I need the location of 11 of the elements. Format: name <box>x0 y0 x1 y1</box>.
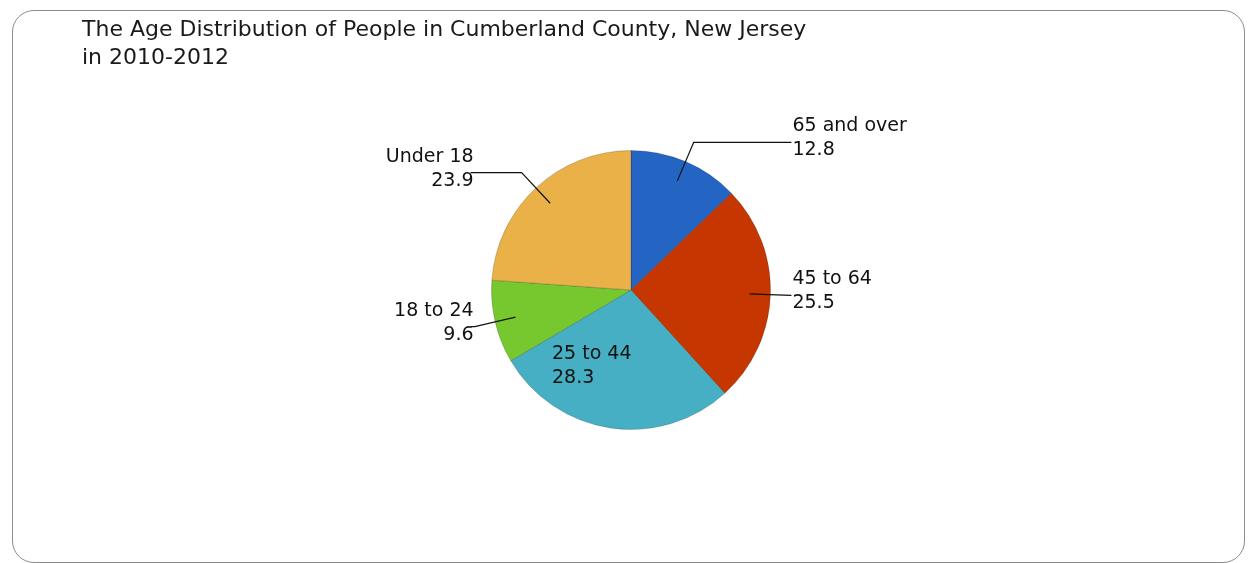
slice-label: 65 and over <box>792 113 907 136</box>
data-label: 12.8 <box>792 137 835 160</box>
slice-label: 25 to 44 <box>552 340 632 363</box>
data-label: 28.3 <box>552 364 595 387</box>
slice-label: 45 to 64 <box>792 266 872 289</box>
slice-label: Under 18 <box>385 143 474 166</box>
data-label: 9.6 <box>443 321 474 344</box>
data-label: 23.9 <box>431 167 474 190</box>
data-label: 25.5 <box>792 290 835 313</box>
slice-label: 18 to 24 <box>394 297 474 320</box>
chart-title: The Age Distribution of People in Cumberland County, New Jersey in 2010-2012 <box>82 15 808 71</box>
